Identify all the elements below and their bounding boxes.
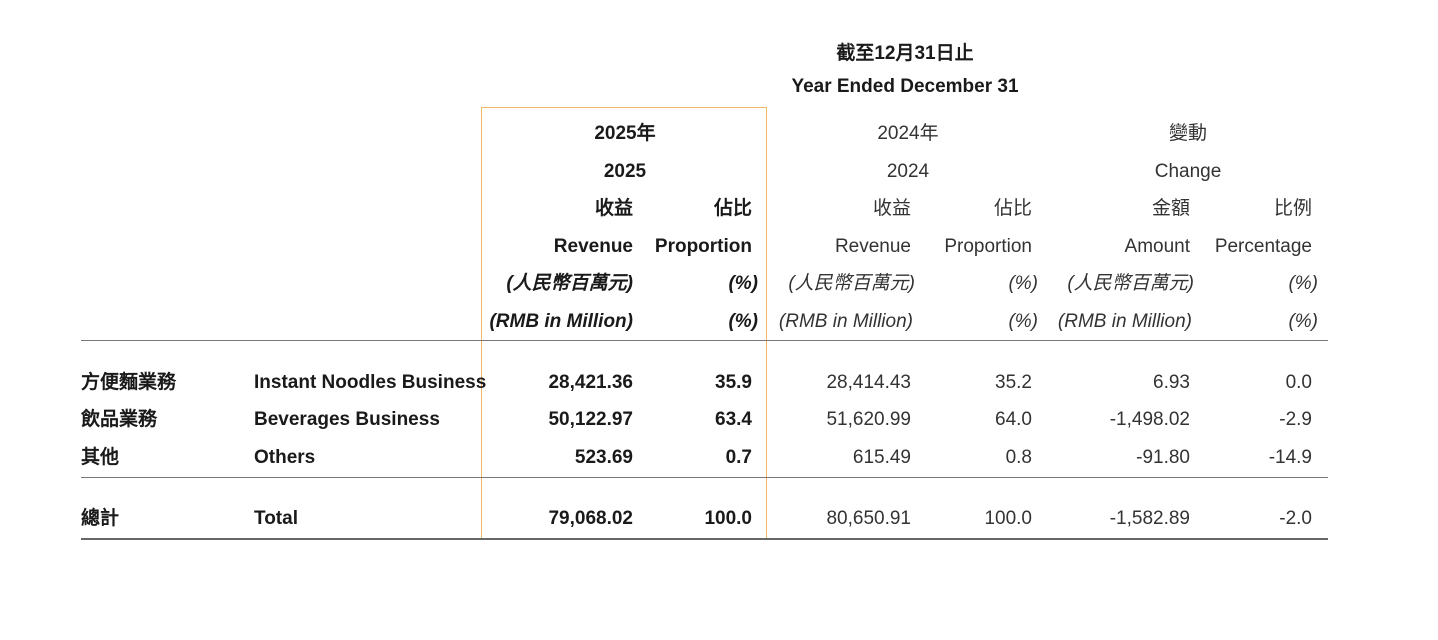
total-2024-proportion: 100.0	[984, 508, 1032, 529]
group-2024-zh: 2024年	[877, 123, 939, 144]
col-2025-proportion-zh: 佔比	[713, 198, 752, 219]
cell-2024-proportion: 35.2	[995, 372, 1032, 393]
col-2025-proportion-en: Proportion	[654, 236, 752, 257]
col-change-percentage-unit-zh: (%)	[1288, 273, 1318, 294]
header-divider	[81, 340, 1328, 341]
col-2024-revenue-en: Revenue	[834, 236, 911, 257]
total-divider	[81, 477, 1328, 478]
row-label-zh: 方便麵業務	[81, 372, 177, 393]
cell-2025-proportion: 63.4	[715, 409, 752, 430]
group-2025-zh: 2025年	[594, 123, 656, 144]
group-change-zh: 變動	[1168, 123, 1207, 144]
col-change-percentage-unit-en: (%)	[1288, 311, 1318, 332]
cell-2024-proportion: 64.0	[995, 409, 1032, 430]
cell-2025-revenue: 28,421.36	[548, 372, 633, 393]
col-2025-revenue-zh: 收益	[594, 198, 633, 219]
col-2024-revenue-unit-zh: (人民幣百萬元)	[788, 273, 915, 294]
cell-2024-revenue: 615.49	[852, 447, 911, 468]
table-bottom-rule	[81, 538, 1328, 540]
col-2024-revenue-unit-en: (RMB in Million)	[778, 311, 913, 332]
cell-change-amount: -91.80	[1136, 447, 1190, 468]
group-2024-en: 2024	[886, 161, 930, 182]
table-title-chinese: 截至12月31日止	[836, 43, 974, 64]
col-change-amount-unit-en: (RMB in Million)	[1057, 311, 1192, 332]
cell-change-percentage: 0.0	[1285, 372, 1312, 393]
total-2025-proportion: 100.0	[704, 508, 752, 529]
col-2025-revenue-unit-en: (RMB in Million)	[489, 311, 633, 332]
cell-change-percentage: -2.9	[1279, 409, 1312, 430]
cell-2024-revenue: 51,620.99	[826, 409, 911, 430]
top-edge-mark	[588, 0, 594, 2]
cell-2025-revenue: 50,122.97	[548, 409, 633, 430]
total-label-zh: 總計	[81, 508, 120, 529]
row-label-en: Instant Noodles Business	[254, 372, 487, 393]
col-change-percentage-en: Percentage	[1214, 236, 1312, 257]
total-2024-revenue: 80,650.91	[826, 508, 911, 529]
table-title-english: Year Ended December 31	[791, 76, 1019, 97]
cell-change-amount: -1,498.02	[1109, 409, 1190, 430]
cell-change-amount: 6.93	[1153, 372, 1190, 393]
col-2024-revenue-zh: 收益	[872, 198, 911, 219]
group-2025-en: 2025	[603, 161, 647, 182]
total-change-percentage: -2.0	[1279, 508, 1312, 529]
cell-change-percentage: -14.9	[1268, 447, 1312, 468]
col-2025-revenue-en: Revenue	[553, 236, 633, 257]
total-change-amount: -1,582.89	[1109, 508, 1190, 529]
cell-2024-revenue: 28,414.43	[826, 372, 911, 393]
cell-2024-proportion: 0.8	[1005, 447, 1032, 468]
cell-2025-proportion: 35.9	[715, 372, 752, 393]
col-2024-proportion-unit-zh: (%)	[1008, 273, 1038, 294]
col-2025-proportion-unit-en: (%)	[728, 311, 758, 332]
col-2024-proportion-en: Proportion	[944, 236, 1032, 257]
total-label-en: Total	[254, 508, 298, 529]
col-change-amount-zh: 金額	[1151, 198, 1190, 219]
col-change-percentage-zh: 比例	[1273, 198, 1312, 219]
col-change-amount-unit-zh: (人民幣百萬元)	[1067, 273, 1194, 294]
total-2025-revenue: 79,068.02	[548, 508, 633, 529]
cell-2025-revenue: 523.69	[574, 447, 633, 468]
row-label-en: Beverages Business	[254, 409, 440, 430]
cell-2025-proportion: 0.7	[725, 447, 752, 468]
group-change-en: Change	[1154, 161, 1222, 182]
col-2024-proportion-zh: 佔比	[993, 198, 1032, 219]
row-label-zh: 其他	[81, 447, 120, 468]
col-2025-revenue-unit-zh: (人民幣百萬元)	[506, 273, 633, 294]
col-2024-proportion-unit-en: (%)	[1008, 311, 1038, 332]
row-label-zh: 飲品業務	[81, 409, 158, 430]
row-label-en: Others	[254, 447, 316, 468]
col-change-amount-en: Amount	[1124, 236, 1190, 257]
col-2025-proportion-unit-zh: (%)	[728, 273, 758, 294]
